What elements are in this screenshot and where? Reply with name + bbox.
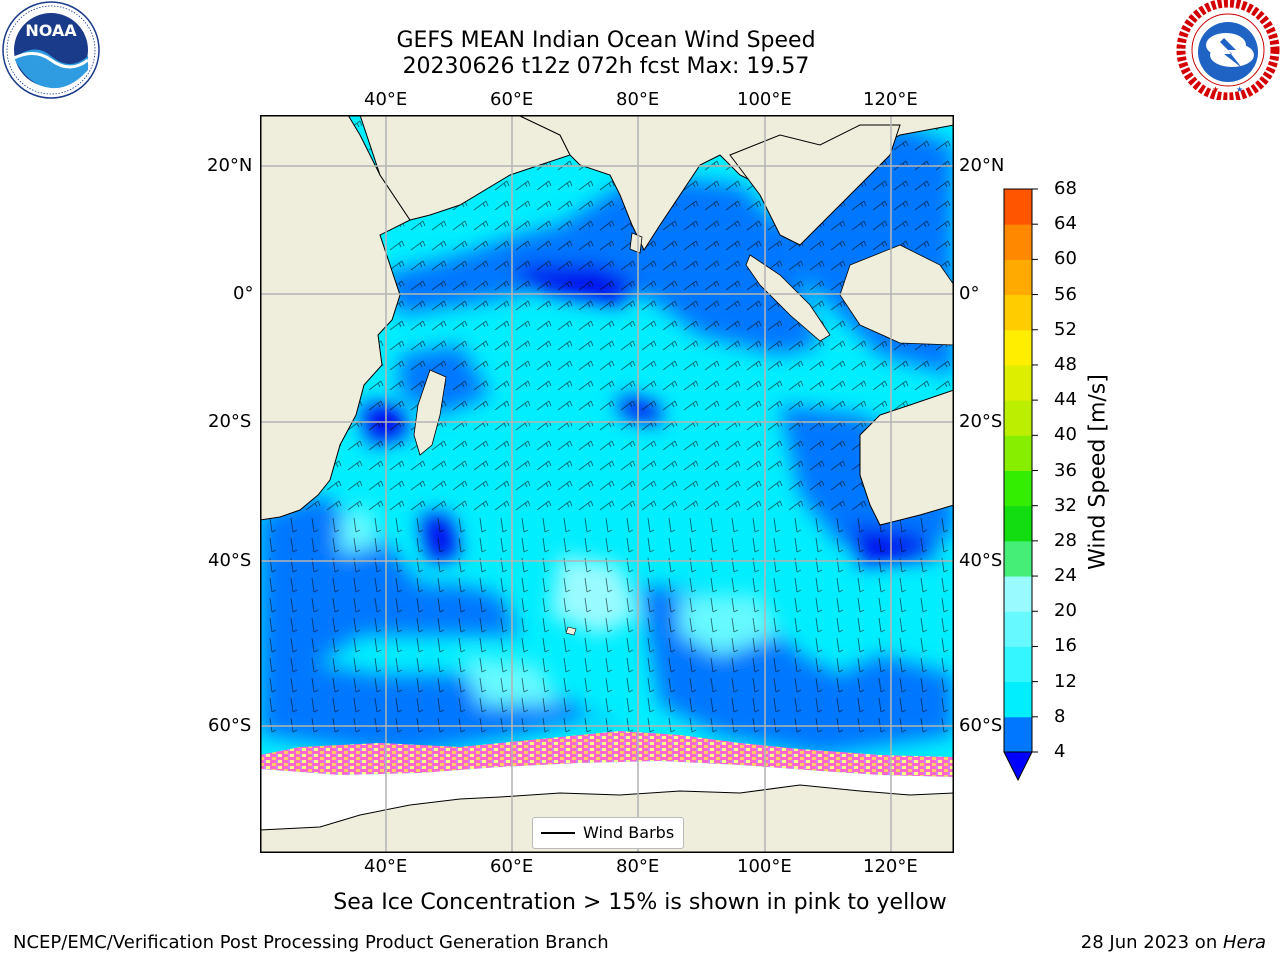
svg-text:★: ★ xyxy=(1212,85,1219,94)
producer-credit: NCEP/EMC/Verification Post Processing Pr… xyxy=(13,932,609,953)
sumatra xyxy=(745,254,831,342)
indonesia xyxy=(839,244,954,346)
svg-text:★: ★ xyxy=(1236,85,1243,94)
lon-label-top-40e: 40°E xyxy=(364,89,408,110)
lat-label-right-20n: 20°N xyxy=(959,155,1005,176)
lon-label-bottom-100e: 100°E xyxy=(737,856,792,877)
colorbar-tick-label: 4 xyxy=(1054,741,1066,762)
colorbar-segment xyxy=(1004,189,1032,225)
lat-label-left-20n: 20°N xyxy=(207,155,253,176)
colorbar-segment xyxy=(1004,224,1032,260)
lon-label-bottom-80e: 80°E xyxy=(616,856,660,877)
colorbar-segment xyxy=(1004,505,1032,542)
colorbar-tick-label: 16 xyxy=(1054,635,1077,657)
colorbar-tick-label: 56 xyxy=(1054,283,1077,305)
colorbar-tick-label: 24 xyxy=(1054,565,1077,587)
colorbar-segment xyxy=(1004,364,1032,401)
colorbar-segment xyxy=(1004,400,1032,436)
colorbar-tick-label: 8 xyxy=(1054,705,1066,727)
nws-logo: ★ ★ xyxy=(1176,0,1280,100)
wind-speed-colorbar xyxy=(1003,188,1038,782)
sri-lanka xyxy=(629,232,643,254)
colorbar-tick-label: 20 xyxy=(1054,600,1077,622)
colorbar-tick-label: 48 xyxy=(1054,353,1077,375)
lon-label-bottom-60e: 60°E xyxy=(490,856,534,877)
map-gridlines xyxy=(260,115,954,853)
lat-label-right-0: 0° xyxy=(959,283,980,304)
colorbar-tick-label: 12 xyxy=(1054,670,1077,692)
colorbar-segment xyxy=(1004,611,1032,647)
lat-label-right-40s: 40°S xyxy=(959,550,1003,571)
colorbar-tick-label: 36 xyxy=(1054,459,1077,481)
colorbar-tick-label: 44 xyxy=(1054,389,1077,411)
lat-label-left-60s: 60°S xyxy=(208,715,252,736)
lon-label-top-60e: 60°E xyxy=(490,89,534,110)
colorbar-tick-label: 64 xyxy=(1054,213,1077,235)
colorbar-segment xyxy=(1004,646,1032,683)
noaa-logo: NOAA xyxy=(2,1,100,99)
lat-label-right-20s: 20°S xyxy=(959,411,1003,432)
colorbar-tick-label: 40 xyxy=(1054,424,1077,446)
kerguelen-island xyxy=(565,626,577,636)
colorbar-extend-arrow xyxy=(1003,751,1033,782)
colorbar-segment xyxy=(1004,576,1032,612)
colorbar-segment xyxy=(1004,540,1032,577)
generation-date-text: 28 Jun 2023 on xyxy=(1080,932,1223,953)
colorbar-tick-label: 60 xyxy=(1054,248,1077,270)
plot-subtitle: 20230626 t12z 072h fcst Max: 19.57 xyxy=(402,54,810,79)
colorbar-segment xyxy=(1004,329,1032,366)
lat-label-left-20s: 20°S xyxy=(208,411,252,432)
lon-label-bottom-40e: 40°E xyxy=(364,856,408,877)
colorbar-segment xyxy=(1004,435,1032,471)
map-legend: Wind Barbs xyxy=(532,817,684,849)
colorbar-tick-label: 28 xyxy=(1054,529,1077,551)
lat-label-left-40s: 40°S xyxy=(208,550,252,571)
lon-label-top-80e: 80°E xyxy=(616,89,660,110)
colorbar-tick-label: 32 xyxy=(1054,494,1077,516)
noaa-logo-text: NOAA xyxy=(25,21,77,40)
wind-barb-legend-line xyxy=(541,832,575,834)
machine-name: Hera xyxy=(1222,932,1266,953)
wind-barbs-south xyxy=(260,515,954,735)
colorbar-tick-label: 68 xyxy=(1054,178,1077,199)
colorbar-segment xyxy=(1004,716,1032,753)
colorbar-segment xyxy=(1004,470,1032,507)
lon-label-bottom-120e: 120°E xyxy=(863,856,918,877)
colorbar-tick-label: 52 xyxy=(1054,318,1077,340)
lat-label-right-60s: 60°S xyxy=(959,715,1003,736)
madagascar xyxy=(413,369,447,456)
indochina xyxy=(729,124,901,246)
wind-speed-map xyxy=(260,115,954,853)
plot-title: GEFS MEAN Indian Ocean Wind Speed xyxy=(396,28,816,53)
colorbar-segment xyxy=(1004,294,1032,331)
generation-date: 28 Jun 2023 on Hera xyxy=(1081,932,1266,953)
lon-label-top-120e: 120°E xyxy=(863,89,918,110)
colorbar-segment xyxy=(1004,681,1032,718)
australia xyxy=(859,389,954,526)
sea-ice-band xyxy=(260,731,954,777)
wind-barb-legend-label: Wind Barbs xyxy=(583,823,675,842)
colorbar-title: Wind Speed [m/s] xyxy=(1085,374,1111,570)
lon-label-top-100e: 100°E xyxy=(737,89,792,110)
colorbar-segment xyxy=(1004,259,1032,296)
lat-label-left-0: 0° xyxy=(233,283,254,304)
sea-ice-note: Sea Ice Concentration > 15% is shown in … xyxy=(333,890,947,915)
map-border xyxy=(260,115,954,853)
